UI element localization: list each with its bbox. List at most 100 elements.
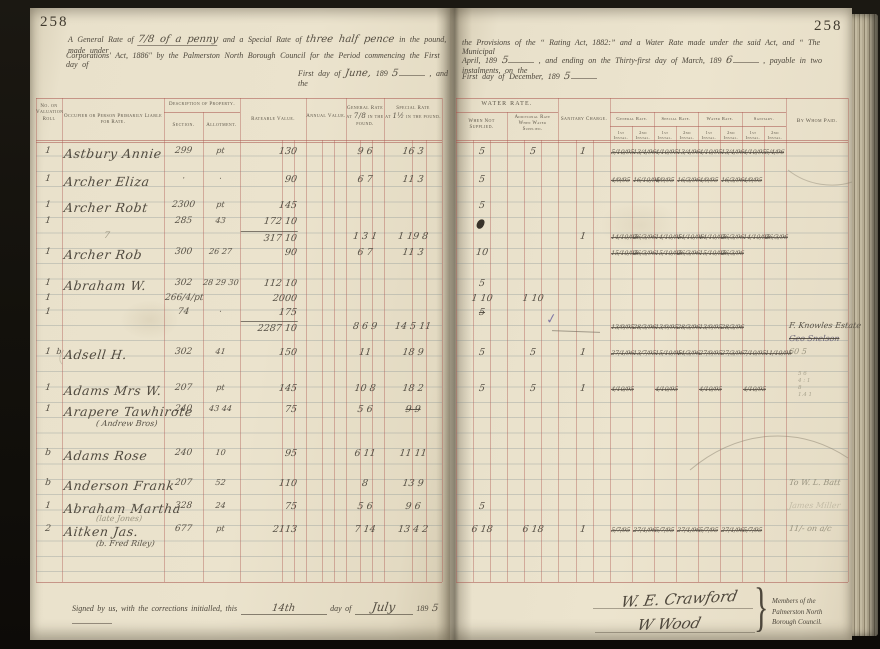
left-declaration-line3: First day of June, 189 5 , and the <box>298 67 448 88</box>
ledger-cell-roll: 1 <box>44 383 52 393</box>
column-rule <box>558 98 559 582</box>
ledger-cell-gen: 5 6 <box>356 404 374 415</box>
payment-date: 28/3/96 <box>720 324 745 331</box>
col-header-by-whom-paid: By Whom Paid. <box>796 118 838 124</box>
col-header-when-not-supplied: When Not Supplied. <box>468 119 495 131</box>
ledger-cell-sec: 302 <box>174 347 193 357</box>
special-rate-at: at <box>385 115 391 121</box>
ledger-cell-roll: 1 <box>44 278 52 288</box>
payment-date: 4/9/95 <box>742 177 763 184</box>
payment-date: 11/10/95 <box>764 350 793 357</box>
col-header-general-rate: General Rate at 7/8 in the pound. <box>346 106 384 128</box>
ledger-cell-roll: 1 <box>44 293 52 303</box>
col-header-instalment: 2nd Instal. <box>635 130 651 141</box>
members-caption: Members of the Palmerston North Borough … <box>772 596 852 628</box>
payment-date: 26/3/96 <box>720 250 745 257</box>
header-rule <box>456 98 848 99</box>
decl-text: First day of <box>298 69 341 78</box>
left-declaration-line2: Corporations' Act, 1886" by the Palmerst… <box>66 51 448 69</box>
right-declaration-line1: the Provisions of the “ Rating Act, 1882… <box>462 38 850 56</box>
ledger-cell-roll: b <box>44 448 52 458</box>
ledger-cell-rate: 172 10 <box>263 216 298 227</box>
col-header-inst-special: Special Rate. <box>661 116 691 121</box>
ledger-cell-sec: 300 <box>174 247 193 257</box>
ledger-cell-allot: 41 <box>214 347 227 356</box>
col-header-sanitary-charge: Sanitary Charge. <box>560 117 608 122</box>
column-rule <box>786 98 787 582</box>
col-header-allotment: Allotment. <box>206 123 237 128</box>
signed-text: 189 <box>416 604 429 613</box>
column-rule <box>412 140 413 582</box>
general-rate-pound: in the pound. <box>356 115 384 127</box>
ledger-cell-allot: 10 <box>214 448 227 457</box>
ledger-cell-sec: 240 <box>174 404 193 414</box>
ledger-cell-rate: 317 10 <box>239 231 298 244</box>
col-header-description: Description of Property. <box>169 102 235 107</box>
ledger-cell-rate: 75 <box>284 501 298 512</box>
page-stack-edge <box>852 14 878 636</box>
ledger-cell-sec: 74 <box>177 307 190 317</box>
decl-text: A General Rate of <box>68 35 134 44</box>
column-rule <box>334 140 335 582</box>
column-rule <box>372 140 373 582</box>
header-rule <box>456 142 848 143</box>
column-rule <box>426 140 427 582</box>
decl-handwritten-month: June, <box>344 68 372 79</box>
ledger-cell-san: 1 <box>579 383 587 394</box>
ledger-cell-wns: 10 <box>475 247 489 258</box>
ledger-cell-sec: 266/4/pt <box>164 293 204 303</box>
ink-flourish <box>508 54 535 63</box>
ledger-cell-rate: 112 10 <box>263 278 298 289</box>
column-rule <box>507 112 508 582</box>
ledger-cell-rate: 145 <box>278 383 298 394</box>
ledger-cell-allot: · <box>218 307 223 316</box>
col-header-instalment: 2nd Instal. <box>767 130 783 141</box>
ledger-cell-spec: 13 4 2 <box>397 524 429 535</box>
ledger-cell-wns: 5 <box>478 383 486 394</box>
column-rule <box>322 140 323 582</box>
purple-check-mark: ✓ <box>545 309 558 328</box>
ledger-cell-wns: 5 <box>478 347 486 358</box>
ledger-cell-sec: · <box>181 174 186 184</box>
ledger-cell-spec: 13 9 <box>401 478 425 489</box>
ledger-cell-gen: 11 <box>358 347 372 358</box>
ledger-cell-sec: 240 <box>174 448 193 458</box>
ledger-cell-paid_note: F. Knowles Estate <box>788 321 862 330</box>
general-rate-fraction-handwritten: 7/8 <box>353 112 367 121</box>
col-header-occupier: Occupier or Person Primarily Liable for … <box>64 114 162 126</box>
pencil-arithmetic-note: 5 6 4 : 1 8 1.4 1 <box>798 371 812 399</box>
left-declaration-line1: A General Rate of 7/8 of a penny and a S… <box>68 34 448 55</box>
signed-year-handwritten: 5 <box>431 603 440 614</box>
decl-text: 189 <box>375 69 388 78</box>
column-rule <box>36 98 37 582</box>
ink-flourish <box>72 615 112 624</box>
ledger-cell-sec: 207 <box>174 383 193 393</box>
payment-date: 4/10/95 <box>610 386 635 393</box>
ink-flourish <box>398 67 425 76</box>
ledger-cell-allot: pt <box>215 200 226 209</box>
column-rule <box>576 140 577 582</box>
ledger-cell-sec: 302 <box>174 278 193 288</box>
column-rule <box>541 140 542 582</box>
decl-text: Corporations' Act, 1886" by the Palmerst… <box>66 51 440 69</box>
ledger-cell-spec: 18 2 <box>401 383 425 394</box>
ledger-cell-spec: 1 19 8 <box>397 231 429 242</box>
ledger-cell-allot: pt <box>215 524 226 533</box>
column-rule <box>720 126 721 582</box>
payment-date: 4/10/95 <box>698 386 723 393</box>
general-rate-title: General Rate <box>346 106 384 111</box>
general-rate-at: at <box>346 115 353 121</box>
payment-date: 5/4/96 <box>764 149 785 156</box>
col-header-instalment: 1st Instal. <box>613 130 629 141</box>
column-rule <box>490 140 491 582</box>
ledger-cell-sec: 299 <box>174 146 193 156</box>
column-rule <box>593 140 594 582</box>
column-rule <box>384 98 385 582</box>
right-page <box>450 8 852 640</box>
book-spine <box>436 8 472 640</box>
decl-handwritten-general-rate: 7/8 of a penny <box>137 34 220 46</box>
ledger-cell-san: 1 <box>579 231 587 242</box>
col-header-instalment: 2nd Instal. <box>723 130 739 141</box>
decl-text: , payable in two instalments, on the <box>462 56 823 75</box>
decl-text: the Provisions of the “ Rating Act, 1882… <box>462 38 821 56</box>
